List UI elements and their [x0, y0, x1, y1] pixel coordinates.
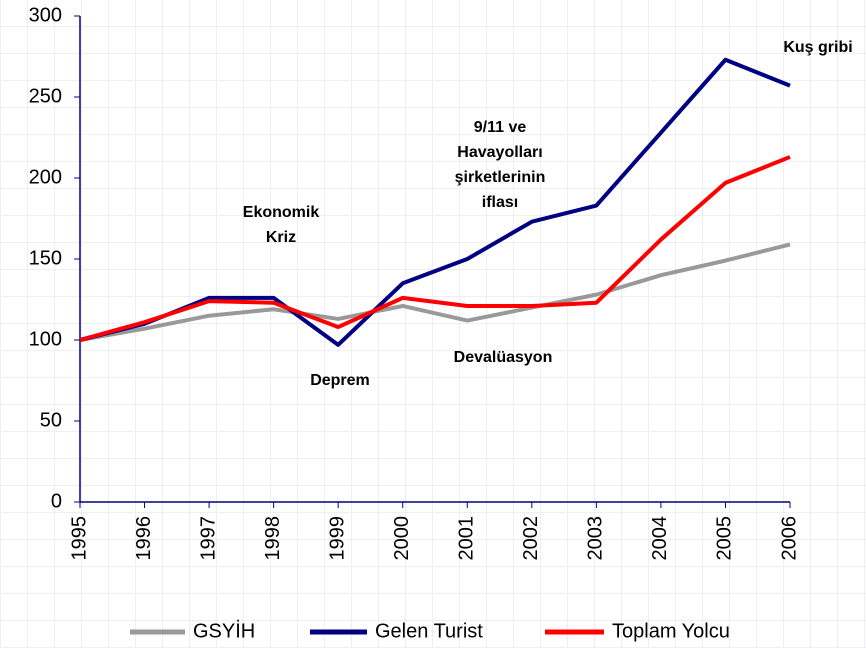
x-tick-label: 2000 — [391, 516, 413, 561]
x-tick-label: 2004 — [649, 516, 671, 561]
x-tick-label: 1999 — [326, 516, 348, 561]
x-tick-label: 2006 — [778, 516, 800, 561]
annotation: Havayolları — [457, 144, 542, 161]
legend-label: Toplam Yolcu — [612, 620, 730, 642]
x-tick-label: 2005 — [714, 516, 736, 561]
annotation: Devalüasyon — [454, 349, 553, 366]
y-tick-label: 150 — [29, 247, 62, 269]
y-tick-label: 50 — [40, 409, 62, 431]
x-tick-label: 1997 — [197, 516, 219, 561]
legend-label: GSYİH — [193, 619, 255, 642]
x-tick-label: 1998 — [262, 516, 284, 561]
series-line — [79, 155, 791, 342]
y-tick-label: 250 — [29, 85, 62, 107]
annotation: 9/11 ve — [474, 119, 527, 136]
annotation: Ekonomik — [243, 204, 320, 221]
series-line — [79, 242, 791, 342]
series-line — [79, 57, 791, 347]
x-tick-label: 2003 — [585, 516, 607, 561]
annotation: Kuş gribi — [783, 39, 852, 56]
y-tick-label: 300 — [29, 4, 62, 26]
annotation: Kriz — [266, 229, 296, 246]
annotation: şirketlerinin — [455, 169, 546, 186]
x-tick-label: 2002 — [520, 516, 542, 561]
annotation: Deprem — [310, 372, 370, 389]
x-tick-label: 1996 — [133, 516, 155, 561]
legend-label: Gelen Turist — [375, 620, 483, 642]
x-tick-label: 1995 — [68, 516, 90, 561]
x-tick-label: 2001 — [456, 516, 478, 561]
y-tick-label: 0 — [51, 490, 62, 512]
annotation: iflası — [482, 194, 518, 211]
y-tick-label: 200 — [29, 166, 62, 188]
y-tick-label: 100 — [29, 328, 62, 350]
